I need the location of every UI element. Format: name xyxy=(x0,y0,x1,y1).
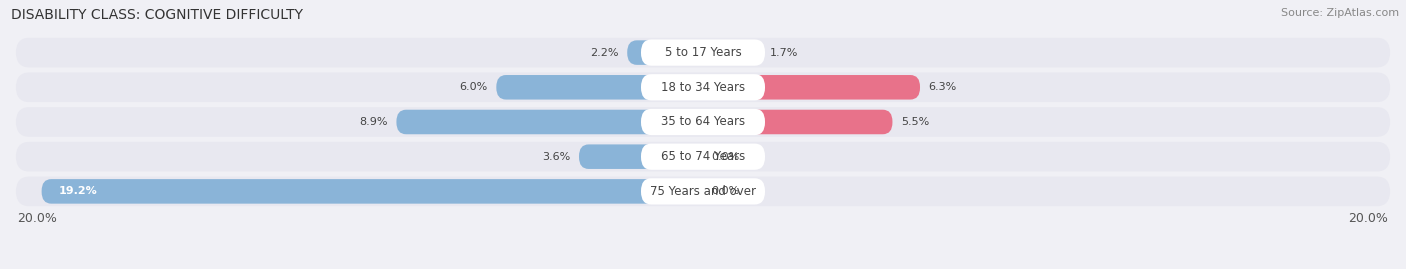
FancyBboxPatch shape xyxy=(641,109,765,135)
Text: 0.0%: 0.0% xyxy=(711,152,740,162)
Text: 19.2%: 19.2% xyxy=(59,186,97,196)
FancyBboxPatch shape xyxy=(703,75,920,100)
FancyBboxPatch shape xyxy=(641,178,765,204)
FancyBboxPatch shape xyxy=(641,144,765,170)
Text: 6.3%: 6.3% xyxy=(928,82,957,92)
Text: 5 to 17 Years: 5 to 17 Years xyxy=(665,46,741,59)
Text: DISABILITY CLASS: COGNITIVE DIFFICULTY: DISABILITY CLASS: COGNITIVE DIFFICULTY xyxy=(11,8,304,22)
FancyBboxPatch shape xyxy=(703,40,762,65)
FancyBboxPatch shape xyxy=(396,110,703,134)
Text: 8.9%: 8.9% xyxy=(360,117,388,127)
Text: 18 to 34 Years: 18 to 34 Years xyxy=(661,81,745,94)
Text: 1.7%: 1.7% xyxy=(770,48,799,58)
FancyBboxPatch shape xyxy=(627,40,703,65)
Text: 5.5%: 5.5% xyxy=(901,117,929,127)
FancyBboxPatch shape xyxy=(15,38,1391,68)
Text: Source: ZipAtlas.com: Source: ZipAtlas.com xyxy=(1281,8,1399,18)
Legend: Male, Female: Male, Female xyxy=(644,264,762,269)
Text: 75 Years and over: 75 Years and over xyxy=(650,185,756,198)
Text: 65 to 74 Years: 65 to 74 Years xyxy=(661,150,745,163)
FancyBboxPatch shape xyxy=(15,142,1391,172)
FancyBboxPatch shape xyxy=(641,40,765,66)
Text: 20.0%: 20.0% xyxy=(17,213,58,225)
FancyBboxPatch shape xyxy=(579,144,703,169)
Text: 35 to 64 Years: 35 to 64 Years xyxy=(661,115,745,129)
Text: 3.6%: 3.6% xyxy=(543,152,571,162)
Text: 20.0%: 20.0% xyxy=(1348,213,1389,225)
FancyBboxPatch shape xyxy=(15,176,1391,206)
Text: 0.0%: 0.0% xyxy=(711,186,740,196)
FancyBboxPatch shape xyxy=(641,74,765,100)
FancyBboxPatch shape xyxy=(703,110,893,134)
Text: 2.2%: 2.2% xyxy=(591,48,619,58)
FancyBboxPatch shape xyxy=(15,107,1391,137)
Text: 6.0%: 6.0% xyxy=(460,82,488,92)
FancyBboxPatch shape xyxy=(496,75,703,100)
FancyBboxPatch shape xyxy=(42,179,703,204)
FancyBboxPatch shape xyxy=(15,72,1391,102)
